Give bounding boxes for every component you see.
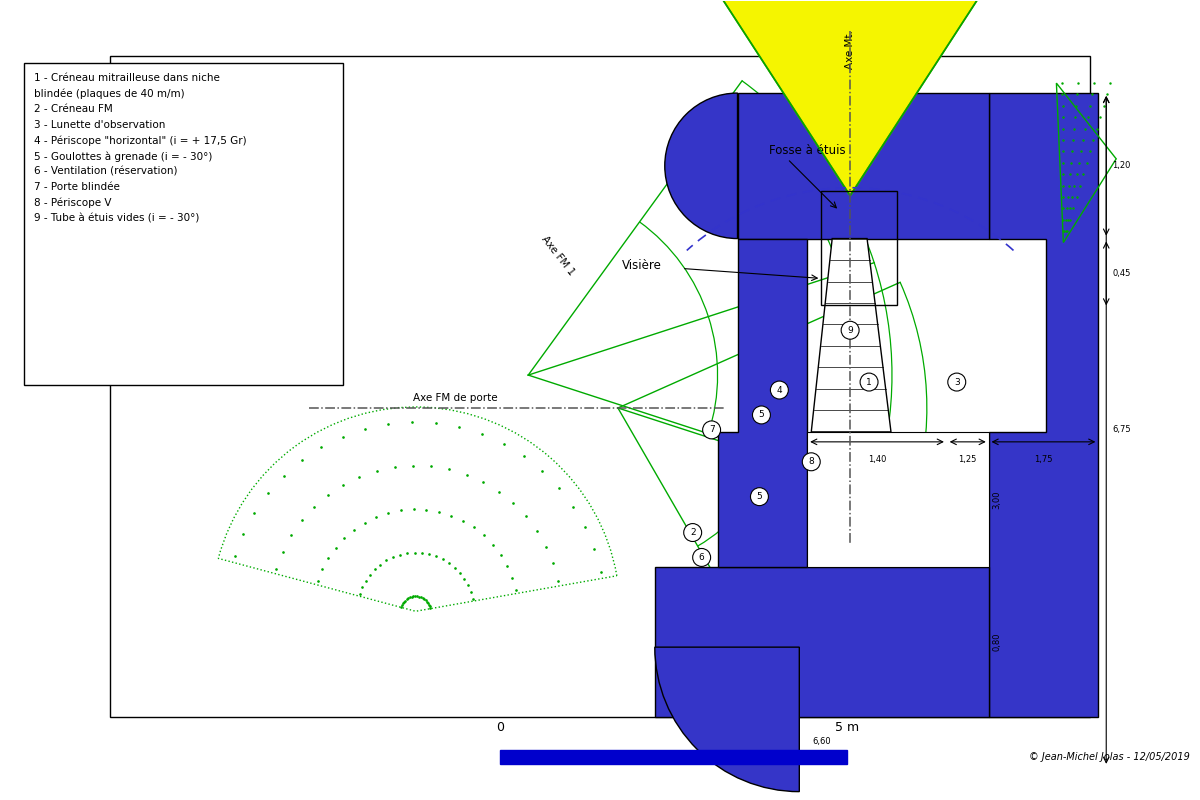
Circle shape — [770, 381, 788, 399]
Text: 0: 0 — [497, 721, 504, 734]
Text: 5: 5 — [758, 410, 764, 419]
Polygon shape — [655, 567, 989, 717]
Wedge shape — [655, 647, 799, 792]
Circle shape — [803, 453, 821, 470]
Text: Fosse à étuis: Fosse à étuis — [769, 144, 846, 158]
Text: 8: 8 — [809, 458, 814, 466]
Text: © Jean-Michel Jolas - 12/05/2019: © Jean-Michel Jolas - 12/05/2019 — [1030, 752, 1190, 762]
Circle shape — [684, 523, 702, 542]
FancyBboxPatch shape — [24, 63, 343, 385]
Text: 5 m: 5 m — [835, 721, 859, 734]
Bar — [109, 56, 1091, 717]
Text: 7: 7 — [709, 426, 714, 434]
Circle shape — [948, 373, 966, 391]
Polygon shape — [989, 93, 1098, 717]
Polygon shape — [811, 238, 890, 432]
Bar — [821, 190, 896, 306]
Text: 3,00: 3,00 — [992, 490, 1002, 509]
Text: 1 - Créneau mitrailleuse dans niche
blindée (plaques de 40 m/m)
2 - Créneau FM
3: 1 - Créneau mitrailleuse dans niche blin… — [34, 73, 246, 223]
Text: 6,75: 6,75 — [1112, 426, 1130, 434]
Wedge shape — [715, 0, 985, 196]
Text: 1,25: 1,25 — [959, 455, 977, 464]
Text: 0,45: 0,45 — [1112, 269, 1130, 278]
Text: 3: 3 — [954, 378, 960, 386]
Text: 6,60: 6,60 — [812, 737, 832, 746]
Bar — [500, 750, 847, 764]
Text: 6: 6 — [698, 553, 704, 562]
Text: Axe FM de porte: Axe FM de porte — [413, 393, 498, 403]
Text: Visière: Visière — [622, 259, 661, 272]
Polygon shape — [718, 238, 808, 567]
Text: 1: 1 — [866, 378, 872, 386]
Polygon shape — [808, 432, 989, 567]
Circle shape — [750, 488, 768, 506]
Text: 4: 4 — [776, 386, 782, 394]
Text: 9: 9 — [847, 326, 853, 334]
Wedge shape — [665, 93, 738, 238]
Circle shape — [841, 322, 859, 339]
Polygon shape — [738, 93, 989, 238]
Text: 5: 5 — [756, 492, 762, 501]
Text: 1,20: 1,20 — [1112, 162, 1130, 170]
Circle shape — [860, 373, 878, 391]
Text: 1,40: 1,40 — [868, 455, 887, 464]
Text: 0,80: 0,80 — [992, 633, 1002, 651]
Circle shape — [692, 549, 710, 566]
Circle shape — [752, 406, 770, 424]
Text: 2: 2 — [690, 528, 696, 537]
Text: Axe FM 1: Axe FM 1 — [540, 234, 576, 277]
Text: Axe Mt.: Axe Mt. — [845, 30, 856, 69]
Circle shape — [703, 421, 720, 439]
Text: 1,75: 1,75 — [1034, 455, 1052, 464]
